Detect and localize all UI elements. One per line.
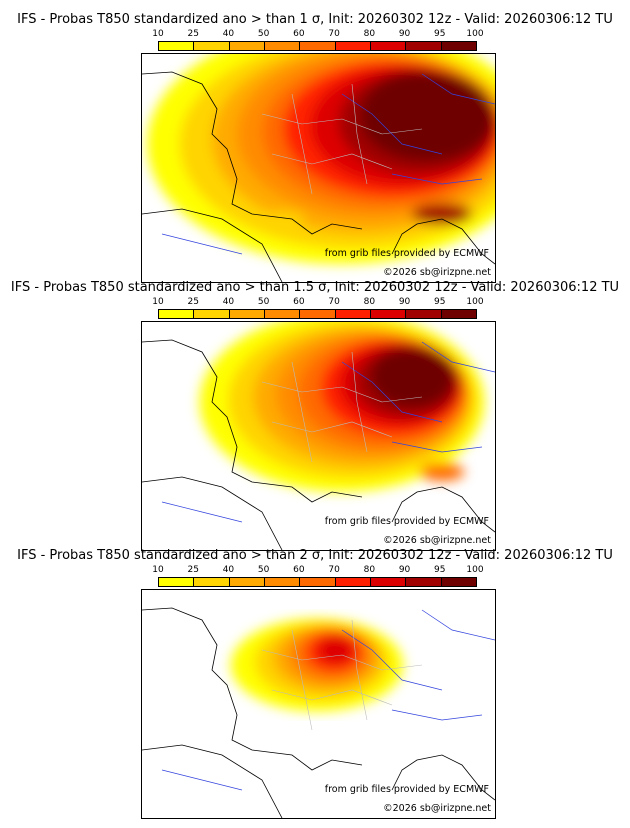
colorbar-bin [370,42,407,50]
colorbar-label: 60 [293,297,305,307]
colorbar-label: 25 [187,297,199,307]
colorbar-label: 60 [293,565,305,575]
colorbar-label: 60 [293,29,305,39]
coastline [142,607,363,771]
source-credit: from grib files provided by ECMWF [324,516,489,527]
colorbar-label: 40 [222,297,235,307]
colorbar-bin [264,310,301,318]
colorbar-bin [335,310,371,318]
regional-borders [261,351,423,463]
probability-map [142,322,495,550]
colorbar-bin [194,578,230,586]
map-panel: IFS - Probas T850 standardized ano > tha… [0,280,630,551]
colorbar-label: 70 [328,297,340,307]
colorbar-bin [300,578,336,586]
colorbar-label: 90 [398,297,411,307]
colorbar-bin [264,42,301,50]
map-panel: IFS - Probas T850 standardized ano > tha… [0,12,630,283]
colorbar-label: 70 [328,29,340,39]
colorbar-bin [264,578,301,586]
probability-area [318,636,354,664]
coastline [391,754,495,801]
colorbar-bin [406,42,442,50]
coastline [391,486,495,533]
probability-map [142,54,495,282]
rivers [161,341,495,523]
panel-title: IFS - Probas T850 standardized ano > tha… [17,12,613,27]
rivers [161,73,495,255]
colorbar-label: 25 [187,565,199,575]
colorbar [158,309,477,319]
coastline [142,476,283,550]
colorbar-label: 50 [257,297,270,307]
probability-area [412,203,472,225]
colorbar-bin [159,310,195,318]
map-frame: from grib files provided by ECMWF ©2026 … [141,589,496,819]
colorbar-bin [406,310,442,318]
source-credit: from grib files provided by ECMWF [324,784,489,795]
colorbar-bin [441,42,476,50]
copyright: ©2026 sb@irizpne.net [383,267,491,278]
coastline [391,218,495,265]
copyright: ©2026 sb@irizpne.net [383,803,491,814]
colorbar-label: 10 [152,565,164,575]
colorbar-label: 90 [398,565,411,575]
coastline [142,208,283,282]
colorbar-label: 100 [466,29,484,39]
colorbar-label: 80 [363,29,376,39]
colorbar-bin [194,42,230,50]
colorbar-bin [300,310,336,318]
regional-borders [261,619,423,731]
colorbar-label: 95 [434,565,446,575]
colorbar-bin [194,310,230,318]
colorbar-label: 100 [466,297,484,307]
colorbar-label: 40 [222,29,235,39]
map-frame: from grib files provided by ECMWF ©2026 … [141,53,496,283]
colorbar-bin [229,42,265,50]
source-credit: from grib files provided by ECMWF [324,248,489,259]
rivers [161,609,495,791]
coastline [142,744,283,818]
probability-area [419,463,465,481]
coastline [142,339,363,503]
panel-title: IFS - Probas T850 standardized ano > tha… [10,280,620,295]
colorbar-bin [159,42,195,50]
colorbar-label: 100 [466,565,484,575]
regional-borders [261,83,423,195]
map-frame: from grib files provided by ECMWF ©2026 … [141,321,496,551]
probability-map [142,607,495,818]
colorbar-label: 95 [434,29,446,39]
colorbar-bin [335,42,371,50]
colorbar [158,41,477,51]
colorbar-label: 10 [152,297,164,307]
colorbar-bin [229,578,265,586]
colorbar-label: 80 [363,297,376,307]
probability-area [259,211,305,227]
colorbar-label: 90 [398,29,411,39]
colorbar-bin [300,42,336,50]
coastline [142,71,363,235]
colorbar-bin [229,310,265,318]
map-panel: IFS - Probas T850 standardized ano > tha… [0,548,630,819]
colorbar-label: 50 [257,565,270,575]
colorbar-bin [406,578,442,586]
colorbar-label: 80 [363,565,376,575]
colorbar-label: 70 [328,565,340,575]
panel-title: IFS - Probas T850 standardized ano > tha… [17,548,613,563]
colorbar-label: 50 [257,29,270,39]
colorbar-bin [370,310,407,318]
colorbar-label: 10 [152,29,164,39]
colorbar-label: 25 [187,29,199,39]
colorbar-label: 95 [434,297,446,307]
colorbar-bin [441,578,476,586]
colorbar-bin [335,578,371,586]
colorbar-bin [370,578,407,586]
copyright: ©2026 sb@irizpne.net [383,535,491,546]
probability-area [370,347,454,407]
colorbar [158,577,477,587]
probability-area [359,71,495,161]
colorbar-bin [159,578,195,586]
colorbar-bin [441,310,476,318]
colorbar-label: 40 [222,565,235,575]
